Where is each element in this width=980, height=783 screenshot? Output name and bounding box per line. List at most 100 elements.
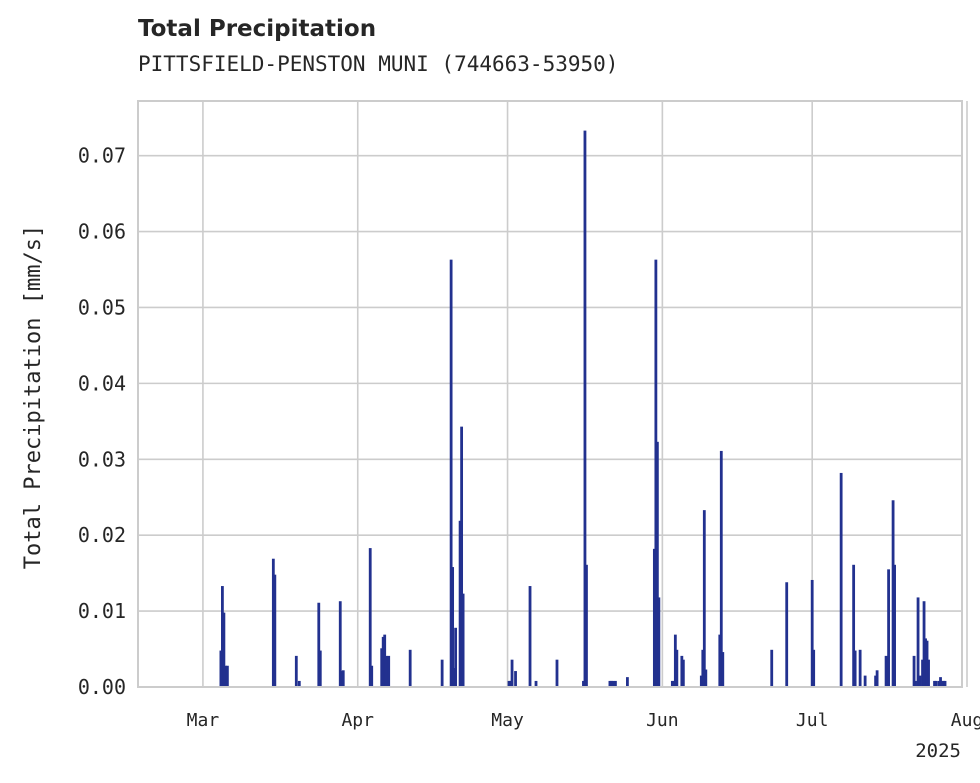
plot-frame xyxy=(137,100,963,688)
precipitation-bar xyxy=(611,680,615,687)
precipitation-bar xyxy=(454,627,458,687)
precipitation-bar xyxy=(294,655,298,687)
precipitation-bar xyxy=(924,638,927,687)
precipitation-bar xyxy=(718,634,722,687)
precipitation-bar xyxy=(626,677,629,687)
precipitation-bar xyxy=(925,640,929,687)
precipitation-bar xyxy=(449,259,453,687)
y-tick-label: 0.05 xyxy=(78,295,126,319)
precipitation-bar xyxy=(271,558,275,687)
x-tick-label: Jun xyxy=(646,710,679,731)
precipitation-bar xyxy=(387,655,391,687)
precipitation-bar xyxy=(583,130,587,687)
precipitation-bar xyxy=(582,680,585,687)
x-tick-label: May xyxy=(491,710,524,731)
grid-lines xyxy=(138,101,968,687)
precipitation-bar xyxy=(812,649,816,687)
precipitation-bar xyxy=(452,668,456,687)
precipitation-bar xyxy=(853,650,857,687)
precipitation-bar xyxy=(704,669,708,687)
x-axis: Mar Apr May Jun Jul Aug xyxy=(187,710,980,731)
precipitation-bar xyxy=(219,650,223,687)
x-tick-label: Apr xyxy=(341,710,374,731)
precipitation-bar xyxy=(461,593,465,687)
precipitation-bar xyxy=(921,659,924,687)
precipitation-bar xyxy=(273,574,277,687)
y-tick-label: 0.07 xyxy=(78,144,126,168)
precipitation-bar xyxy=(719,450,723,687)
precipitation-bar xyxy=(942,680,945,687)
precipitation-bar xyxy=(927,659,930,687)
precipitation-bar xyxy=(933,680,936,687)
x-tick-label: Mar xyxy=(187,710,220,731)
precipitation-bar xyxy=(943,680,947,687)
precipitation-bar xyxy=(863,675,867,687)
precipitation-bar xyxy=(884,655,888,687)
precipitation-bar xyxy=(614,680,617,687)
precipitation-bar xyxy=(702,510,706,687)
precipitation-bar xyxy=(675,649,679,687)
y-tick-label: 0.06 xyxy=(78,220,126,244)
precipitation-bar xyxy=(770,649,774,687)
precipitation-bar xyxy=(918,675,922,687)
precipitation-bar xyxy=(914,680,917,687)
precipitation-bar xyxy=(384,655,388,687)
y-tick-label: 0.02 xyxy=(78,523,126,547)
precipitation-bar xyxy=(681,659,685,687)
precipitation-bar xyxy=(608,680,612,687)
precipitation-bar xyxy=(893,564,896,687)
precipitation-bar xyxy=(509,680,512,687)
precipitation-bar xyxy=(510,659,514,687)
precipitation-bar xyxy=(222,612,226,687)
precipitation-bar xyxy=(673,634,677,687)
precipitation-bar xyxy=(451,567,455,687)
precipitation-bar xyxy=(887,569,890,687)
precipitation-bar xyxy=(875,670,879,687)
precipitation-bar xyxy=(585,564,588,687)
precipitation-bar xyxy=(340,671,344,687)
precipitation-bar xyxy=(370,665,374,687)
precipitation-bar xyxy=(852,564,856,687)
precipitation-bar xyxy=(916,597,920,687)
precipitation-bar xyxy=(220,586,224,687)
precipitation-bar xyxy=(922,601,926,687)
precipitation-bar xyxy=(672,680,676,687)
precipitation-bar xyxy=(440,659,444,687)
precipitation-bar xyxy=(514,671,517,687)
precipitation-bar xyxy=(408,649,412,687)
precipitation-bar xyxy=(874,675,878,687)
precipitation-bar xyxy=(655,441,659,687)
precipitation-bar xyxy=(338,601,342,687)
y-tick-label: 0.03 xyxy=(78,447,126,471)
precipitation-bar xyxy=(380,648,384,687)
precipitation-bar xyxy=(223,665,227,687)
precipitation-bar xyxy=(460,426,464,687)
precipitation-bar xyxy=(937,680,941,687)
precipitation-bar xyxy=(458,520,462,687)
precipitation-bar xyxy=(939,677,942,687)
precipitation-bar xyxy=(652,548,656,687)
precipitation-bars xyxy=(219,130,947,687)
x-axis-year-label: 2025 xyxy=(915,740,961,762)
precipitation-bar xyxy=(610,680,613,687)
precipitation-bar xyxy=(680,655,684,687)
precipitation-bar xyxy=(858,649,862,687)
precipitation-bar xyxy=(670,680,674,687)
precipitation-bar xyxy=(381,636,385,687)
precipitation-bar xyxy=(297,680,301,687)
precipitation-bar xyxy=(317,602,321,687)
precipitation-bar xyxy=(657,597,661,687)
precipitation-bar xyxy=(699,675,703,687)
x-tick-label: Jul xyxy=(796,710,829,731)
y-tick-label: 0.04 xyxy=(78,371,126,395)
precipitation-bar xyxy=(383,634,387,687)
precipitation-bar xyxy=(785,582,789,687)
precipitation-bar xyxy=(534,680,538,687)
precipitation-bar xyxy=(341,670,345,687)
precipitation-bar xyxy=(912,655,916,687)
y-axis: 0.00 0.01 0.02 0.03 0.04 0.05 0.06 0.07 xyxy=(78,144,126,699)
y-tick-label: 0.00 xyxy=(78,675,126,699)
precipitation-bar xyxy=(225,665,229,687)
precipitation-bar xyxy=(940,680,944,687)
